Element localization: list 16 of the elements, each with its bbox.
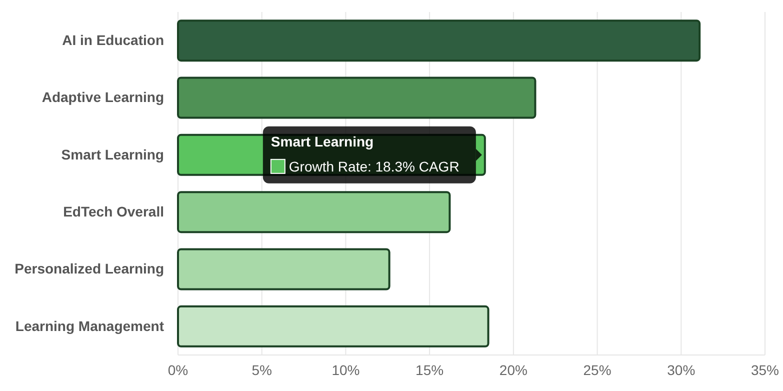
y-tick-label: Smart Learning <box>61 146 164 162</box>
x-tick-label: 35% <box>750 362 780 378</box>
x-tick-label: 30% <box>667 362 696 378</box>
y-tick-label: AI in Education <box>62 32 164 48</box>
x-tick-label: 25% <box>583 362 612 378</box>
x-tick-label: 20% <box>499 362 528 378</box>
x-tick-label: 5% <box>252 362 272 378</box>
y-tick-label: Adaptive Learning <box>42 89 164 106</box>
x-tick-label: 0% <box>168 362 188 378</box>
annotation: Growth Rate: 18.3% CAGR <box>288 158 460 174</box>
y-tick-label: Learning Management <box>15 318 164 334</box>
y-tick-label: EdTech Overall <box>63 204 164 220</box>
x-tick-label: 15% <box>416 362 444 378</box>
x-tick-label: 10% <box>332 362 360 378</box>
y-tick-label: Personalized Learning <box>14 260 164 277</box>
annotation: Smart Learning <box>270 133 374 150</box>
